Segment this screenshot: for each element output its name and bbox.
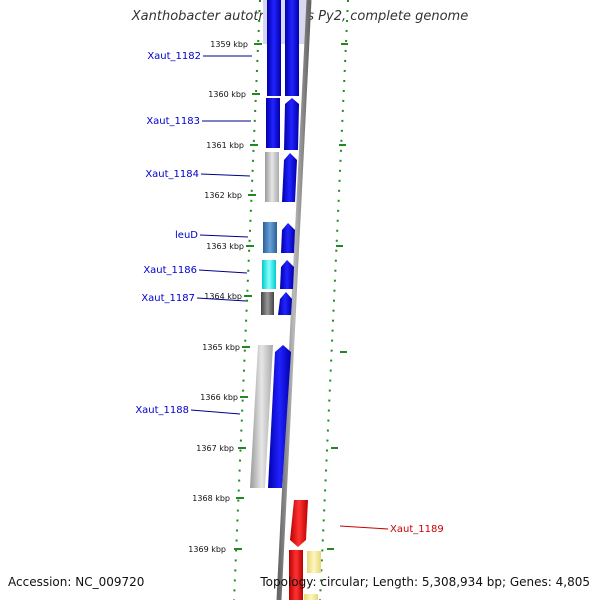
label-leader-1189 (339, 525, 389, 530)
label-leaders (190, 55, 252, 415)
inner-dotted-guide (233, 0, 261, 600)
gene-label: Xaut_1182 (147, 51, 201, 62)
gene-1188-fwd (268, 345, 291, 488)
gene-1183-rev (266, 98, 280, 148)
gene-leuD-rev (263, 222, 277, 253)
tick-label: 1364 kbp (204, 292, 242, 301)
tick-label: 1361 kbp (206, 141, 244, 150)
tick-label: 1363 kbp (206, 242, 244, 251)
tick-label: 1362 kbp (204, 191, 242, 200)
gene-1186-rev (262, 260, 276, 289)
gene-label: Xaut_1184 (145, 169, 199, 180)
gene-yellow-2 (304, 594, 318, 600)
gene-label: Xaut_1187 (141, 293, 195, 304)
gene-1183-fwd (284, 98, 299, 150)
genome-backbone (276, 0, 312, 600)
gene-leuD-fwd (281, 223, 295, 253)
gene-label: Xaut_1188 (135, 405, 189, 416)
gene-1190 (289, 550, 303, 600)
tick-label: 1365 kbp (202, 343, 240, 352)
gene-label: Xaut_1189 (390, 524, 444, 535)
tick-label: 1369 kbp (188, 545, 226, 554)
tick-label: 1360 kbp (208, 90, 246, 99)
outer-dotted-guide (319, 0, 349, 600)
gene-label: Xaut_1183 (146, 116, 200, 127)
tick-labels: 1359 kbp 1360 kbp 1361 kbp 1362 kbp 1363… (188, 40, 248, 554)
gene-labels: Xaut_1182 Xaut_1183 Xaut_1184 leuD Xaut_… (135, 51, 443, 535)
topology-text: Topology: circular; Length: 5,308,934 bp… (260, 575, 590, 589)
gene-label: leuD (175, 230, 198, 241)
gene-yellow-1 (307, 551, 321, 573)
tick-label: 1368 kbp (192, 494, 230, 503)
tick-marks (234, 43, 348, 550)
tick-label: 1367 kbp (196, 444, 234, 453)
gene-1189 (290, 500, 308, 547)
tick-label: 1359 kbp (210, 40, 248, 49)
gene-1182-rev (267, 0, 281, 96)
forward-genes (266, 0, 299, 488)
gene-1188-rev (250, 345, 273, 488)
gene-1186-fwd (280, 260, 294, 289)
gene-label: Xaut_1186 (143, 265, 197, 276)
gene-1187-fwd (278, 292, 292, 315)
gene-1182-fwd (285, 0, 299, 96)
accession-text: Accession: NC_009720 (8, 575, 145, 589)
gene-1187-rev (261, 292, 274, 315)
gene-1184-rev (265, 152, 279, 202)
tick-label: 1366 kbp (200, 393, 238, 402)
gene-1184-fwd (282, 153, 297, 202)
